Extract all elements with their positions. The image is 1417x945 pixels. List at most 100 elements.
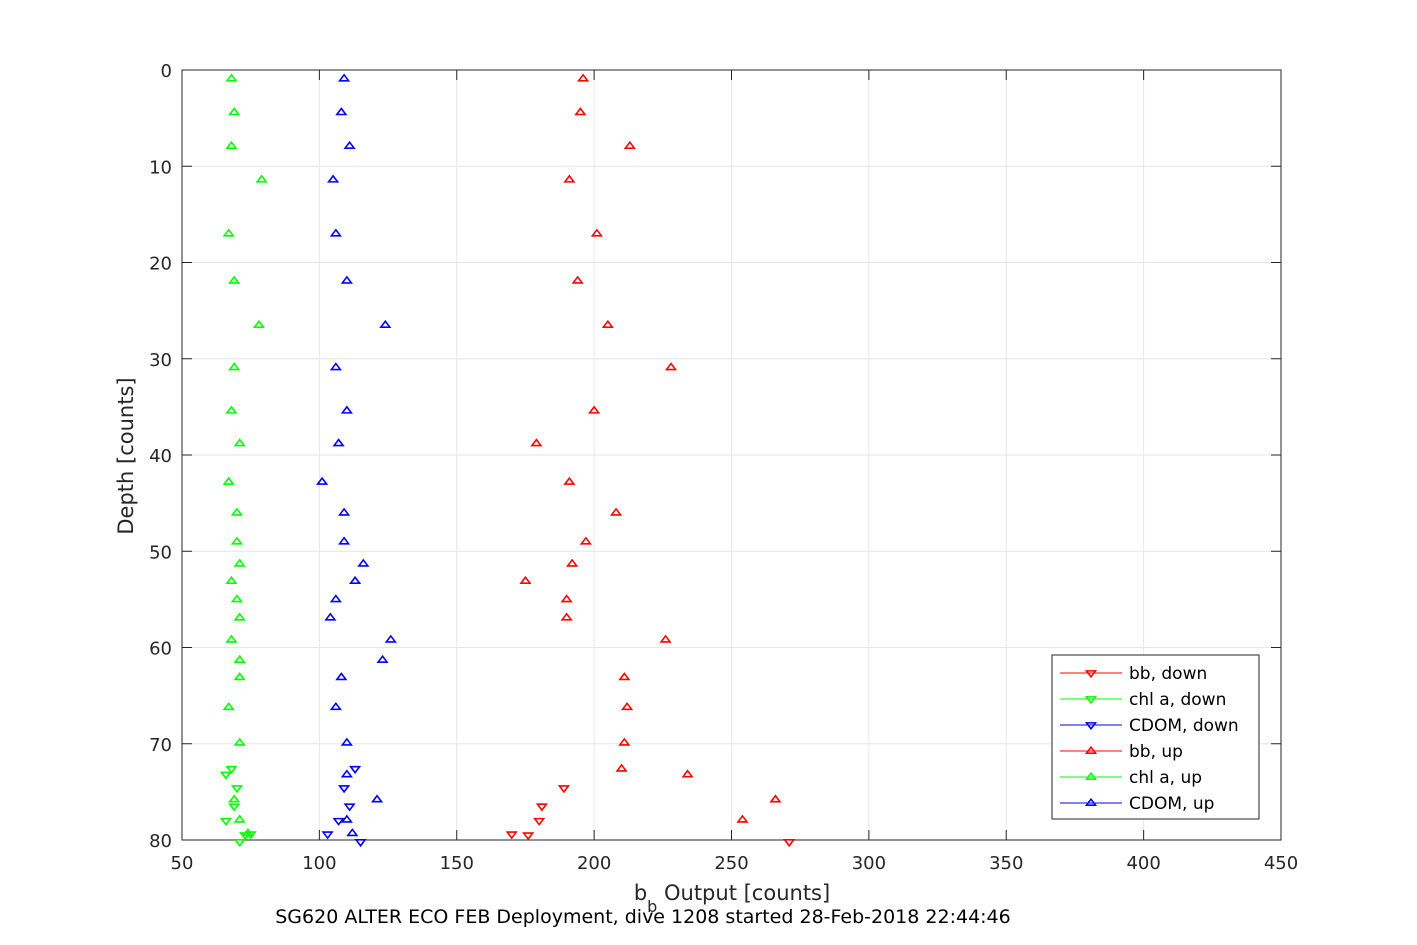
series-1-marker [230, 785, 244, 794]
series-3-marker [519, 575, 532, 585]
y-tick-label: 40 [149, 446, 172, 467]
legend-label: bb, up [1129, 742, 1183, 762]
legend-marker [1084, 670, 1098, 679]
x-tick-label: 350 [989, 853, 1023, 874]
series-1-marker [228, 803, 241, 812]
series-4-marker [225, 575, 238, 585]
y-tick-label: 70 [149, 735, 172, 756]
series-3-marker [563, 174, 576, 183]
series-3-marker [620, 701, 634, 711]
axes-frame [181, 69, 1282, 841]
legend-label: chl a, up [1129, 768, 1202, 788]
series-3-marker [736, 814, 749, 823]
series-5-marker [338, 507, 351, 516]
series-4-marker [230, 507, 244, 516]
series-3-marker [681, 769, 694, 778]
x-tick-label: 150 [440, 853, 474, 874]
x-tick-label: 400 [1126, 853, 1160, 874]
series-5-marker [324, 612, 337, 621]
y-tick-label: 0 [161, 61, 172, 82]
series-3-marker [769, 794, 782, 803]
series-3-marker [615, 763, 628, 772]
series-5-marker [338, 536, 351, 545]
series-1-marker [219, 817, 233, 826]
series-5-marker [329, 362, 342, 371]
series-3-marker [579, 536, 592, 545]
series-3-marker [623, 140, 636, 149]
series-3-marker [618, 737, 631, 746]
legend-label: CDOM, up [1129, 794, 1214, 814]
x-axis-label-main: b [634, 881, 647, 905]
series-4-marker [233, 438, 246, 447]
series-2-marker [321, 831, 334, 840]
series-3-marker [664, 362, 678, 371]
series-4-marker [228, 362, 241, 371]
series-4-marker [222, 476, 235, 485]
series-3-marker [560, 612, 573, 621]
series-3-marker [577, 73, 590, 82]
series-0-marker [535, 803, 549, 812]
y-tick-label: 60 [149, 639, 172, 660]
series-4-marker [222, 701, 235, 711]
y-tick-label: 80 [149, 831, 172, 852]
series-5-marker [340, 405, 353, 414]
legend: bb, down chl a, down CDOM, down bb, up chl a… [1051, 654, 1260, 820]
series-4-marker [228, 794, 241, 803]
series-5-marker [340, 769, 353, 778]
series-3-marker [590, 228, 603, 237]
series-5-marker [346, 828, 359, 837]
series-5-marker [329, 594, 342, 603]
series-5-marker [348, 575, 362, 585]
series-4-marker [230, 594, 244, 603]
chart-title: SG620 ALTER ECO FEB Deployment, dive 120… [275, 906, 1010, 928]
series-5-marker [379, 319, 392, 329]
series-3-marker [610, 507, 623, 516]
series-4-marker [228, 275, 241, 284]
series-3-marker [601, 319, 614, 329]
series-1-marker [219, 771, 233, 780]
series-2-marker [354, 838, 367, 848]
series-4-marker [225, 73, 238, 82]
series-4-marker [233, 814, 246, 823]
x-tick-label: 200 [577, 853, 611, 874]
series-5-marker [376, 654, 389, 663]
series-5-marker [335, 672, 348, 681]
tick-labels: 50 100 150 200 250 300 350 400 450 0 10 20 30 40 50 60 7… [149, 61, 1298, 874]
x-tick-label: 250 [714, 853, 748, 874]
series-5-marker [340, 814, 353, 823]
legend-marker [1084, 745, 1098, 754]
y-axis-label: Depth [counts] [114, 377, 138, 534]
x-tick-label: 450 [1264, 853, 1298, 874]
series-5-marker [335, 107, 348, 116]
series-3-marker [566, 558, 579, 567]
series-4-marker [225, 405, 238, 414]
series-4-marker [233, 672, 246, 681]
series-2-marker [348, 765, 362, 774]
series-0-marker [522, 832, 535, 841]
series-2-marker [343, 803, 356, 812]
series-3-marker [659, 634, 672, 643]
series-5-marker [384, 634, 397, 643]
x-tick-label: 100 [302, 853, 336, 874]
series-5-marker [357, 558, 370, 567]
series-4-marker [241, 828, 255, 837]
series-5-marker [329, 228, 342, 237]
legend-marker [1084, 722, 1098, 731]
legend-marker [1084, 771, 1098, 780]
x-tick-label: 300 [852, 853, 886, 874]
y-tick-label: 30 [149, 350, 172, 371]
series-4-marker [233, 654, 246, 663]
x-tick-label: 50 [171, 853, 194, 874]
legend-label: CDOM, down [1129, 716, 1239, 736]
series-0-marker [505, 831, 518, 840]
series-4-marker [225, 140, 238, 149]
series-5-marker [316, 476, 329, 485]
y-tick-label: 20 [149, 254, 172, 275]
series-5-marker [332, 438, 345, 447]
legend-marker [1084, 696, 1098, 705]
series-0-marker [557, 785, 571, 794]
series-3-marker [560, 594, 573, 603]
legend-label: chl a, down [1129, 690, 1226, 710]
series-3-marker [588, 405, 601, 414]
